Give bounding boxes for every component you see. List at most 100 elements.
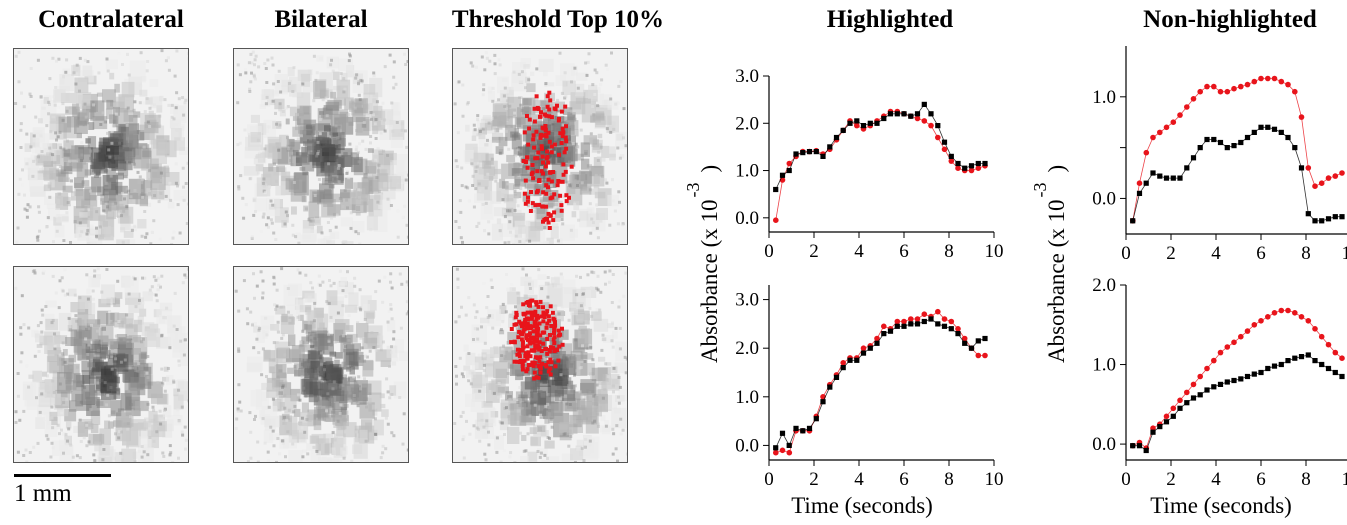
red-data-point [1217,349,1224,356]
x-tick-label: 6 [1256,469,1266,490]
black-data-point [914,111,921,117]
black-data-point [948,326,954,332]
plot-area: 0 2 4 6 8 10 0.0 1.0 2.0 3.0 [735,285,1004,490]
red-data-point [1305,318,1312,324]
black-data-point [962,165,968,171]
red-data-point [773,217,779,223]
black-data-point [1130,218,1136,224]
red-data-point [1312,183,1318,189]
black-data-point [786,442,792,448]
red-data-point [1271,75,1278,82]
plot-area: 0 2 4 6 8 10 0.0 1.0 2.0 3.0 [735,66,1003,262]
black-data-point [1157,424,1163,430]
black-data-point [773,445,779,451]
black-data-point [1278,129,1284,135]
red-data-point [1184,104,1190,110]
red-data-point [1211,83,1217,90]
black-data-point [1150,429,1156,435]
red-data-point [854,122,860,129]
x-tick-label: 4 [1211,469,1221,490]
red-data-point [982,352,988,359]
black-data-point [854,118,860,124]
y-tick-label: 0.0 [1092,188,1116,209]
black-data-point [1312,358,1318,364]
black-data-point [867,345,873,351]
red-data-point [1163,413,1170,420]
red-data-point [968,167,975,174]
red-data-point [1190,96,1197,102]
red-data-point [779,447,786,454]
black-data-point [1184,165,1190,171]
black-data-point [1177,175,1183,181]
red-data-point [941,146,948,153]
y-axis-label-exponent: -3 [1030,182,1050,198]
red-data-point [1197,88,1203,95]
red-data-point [1231,339,1237,346]
red-data-point [941,316,948,322]
red-data-point [961,335,968,342]
column-title-threshold: Threshold Top 10% [451,6,665,33]
y-tick-label: 1.0 [735,387,759,408]
black-data-point [1204,136,1210,143]
red-data-point [921,118,928,124]
black-data-point [881,115,887,122]
black-data-point [894,323,900,329]
red-data-point [921,311,928,317]
y-tick-label: 3.0 [735,290,759,311]
black-data-point [1163,175,1170,181]
y-tick-label: 2.0 [735,338,759,359]
red-data-point [1244,81,1251,88]
black-data-point [827,144,833,150]
black-data-point [1258,369,1264,376]
x-tick-label: 8 [944,241,954,262]
black-data-point [1271,363,1278,369]
black-data-point [874,340,880,346]
black-data-point [1319,361,1325,368]
black-data-point [1224,145,1230,151]
red-data-point [1197,373,1203,380]
black-data-point [1325,365,1332,372]
black-data-point [908,113,914,119]
black-data-point [806,149,813,155]
column-title-nonhighlighted: Non-highlighted [1143,6,1317,33]
black-data-point [935,321,941,327]
x-tick-label: 0 [764,469,774,490]
x-tick-label: 0 [1121,469,1131,490]
black-data-point [948,153,954,159]
plot-area: 0 2 4 6 8 10 0.0 1.0 2.0 [1092,275,1347,490]
black-data-point [1143,447,1149,454]
plot-highlighted-top: 0 2 4 6 8 10 0.0 1.0 2.0 3.0 [735,66,1003,262]
black-data-point [1170,175,1176,181]
red-data-point [1312,326,1318,332]
image-bilateral-top [233,48,409,245]
black-data-point [962,340,968,346]
black-data-point [1217,139,1224,146]
red-data-point [1271,310,1278,316]
black-data-point [1136,190,1143,196]
red-data-point [1258,318,1264,324]
black-data-point [860,123,867,129]
black-data-point [1325,216,1332,222]
black-data-point [1251,371,1257,377]
image-contralateral-bottom [13,266,189,463]
black-data-point [847,120,853,126]
black-data-point [1278,361,1284,368]
red-data-point [1170,405,1177,412]
black-data-point [773,186,779,193]
red-data-point [874,335,880,342]
black-data-point [1298,354,1305,360]
red-data-point [1339,170,1345,176]
y-axis-label-exponent: -3 [683,182,703,198]
black-data-point [1305,352,1311,358]
red-data-point [1325,175,1332,181]
x-tick-label: 2 [1166,243,1176,264]
x-tick-label: 10 [1342,243,1347,264]
red-data-point [1318,333,1325,340]
red-data-point [840,360,846,366]
black-data-point [1190,395,1197,401]
x-tick-label: 6 [899,241,909,262]
black-data-point [1265,124,1271,130]
black-series-line [775,103,985,190]
black-data-point [1258,124,1264,130]
red-data-point [894,318,901,325]
